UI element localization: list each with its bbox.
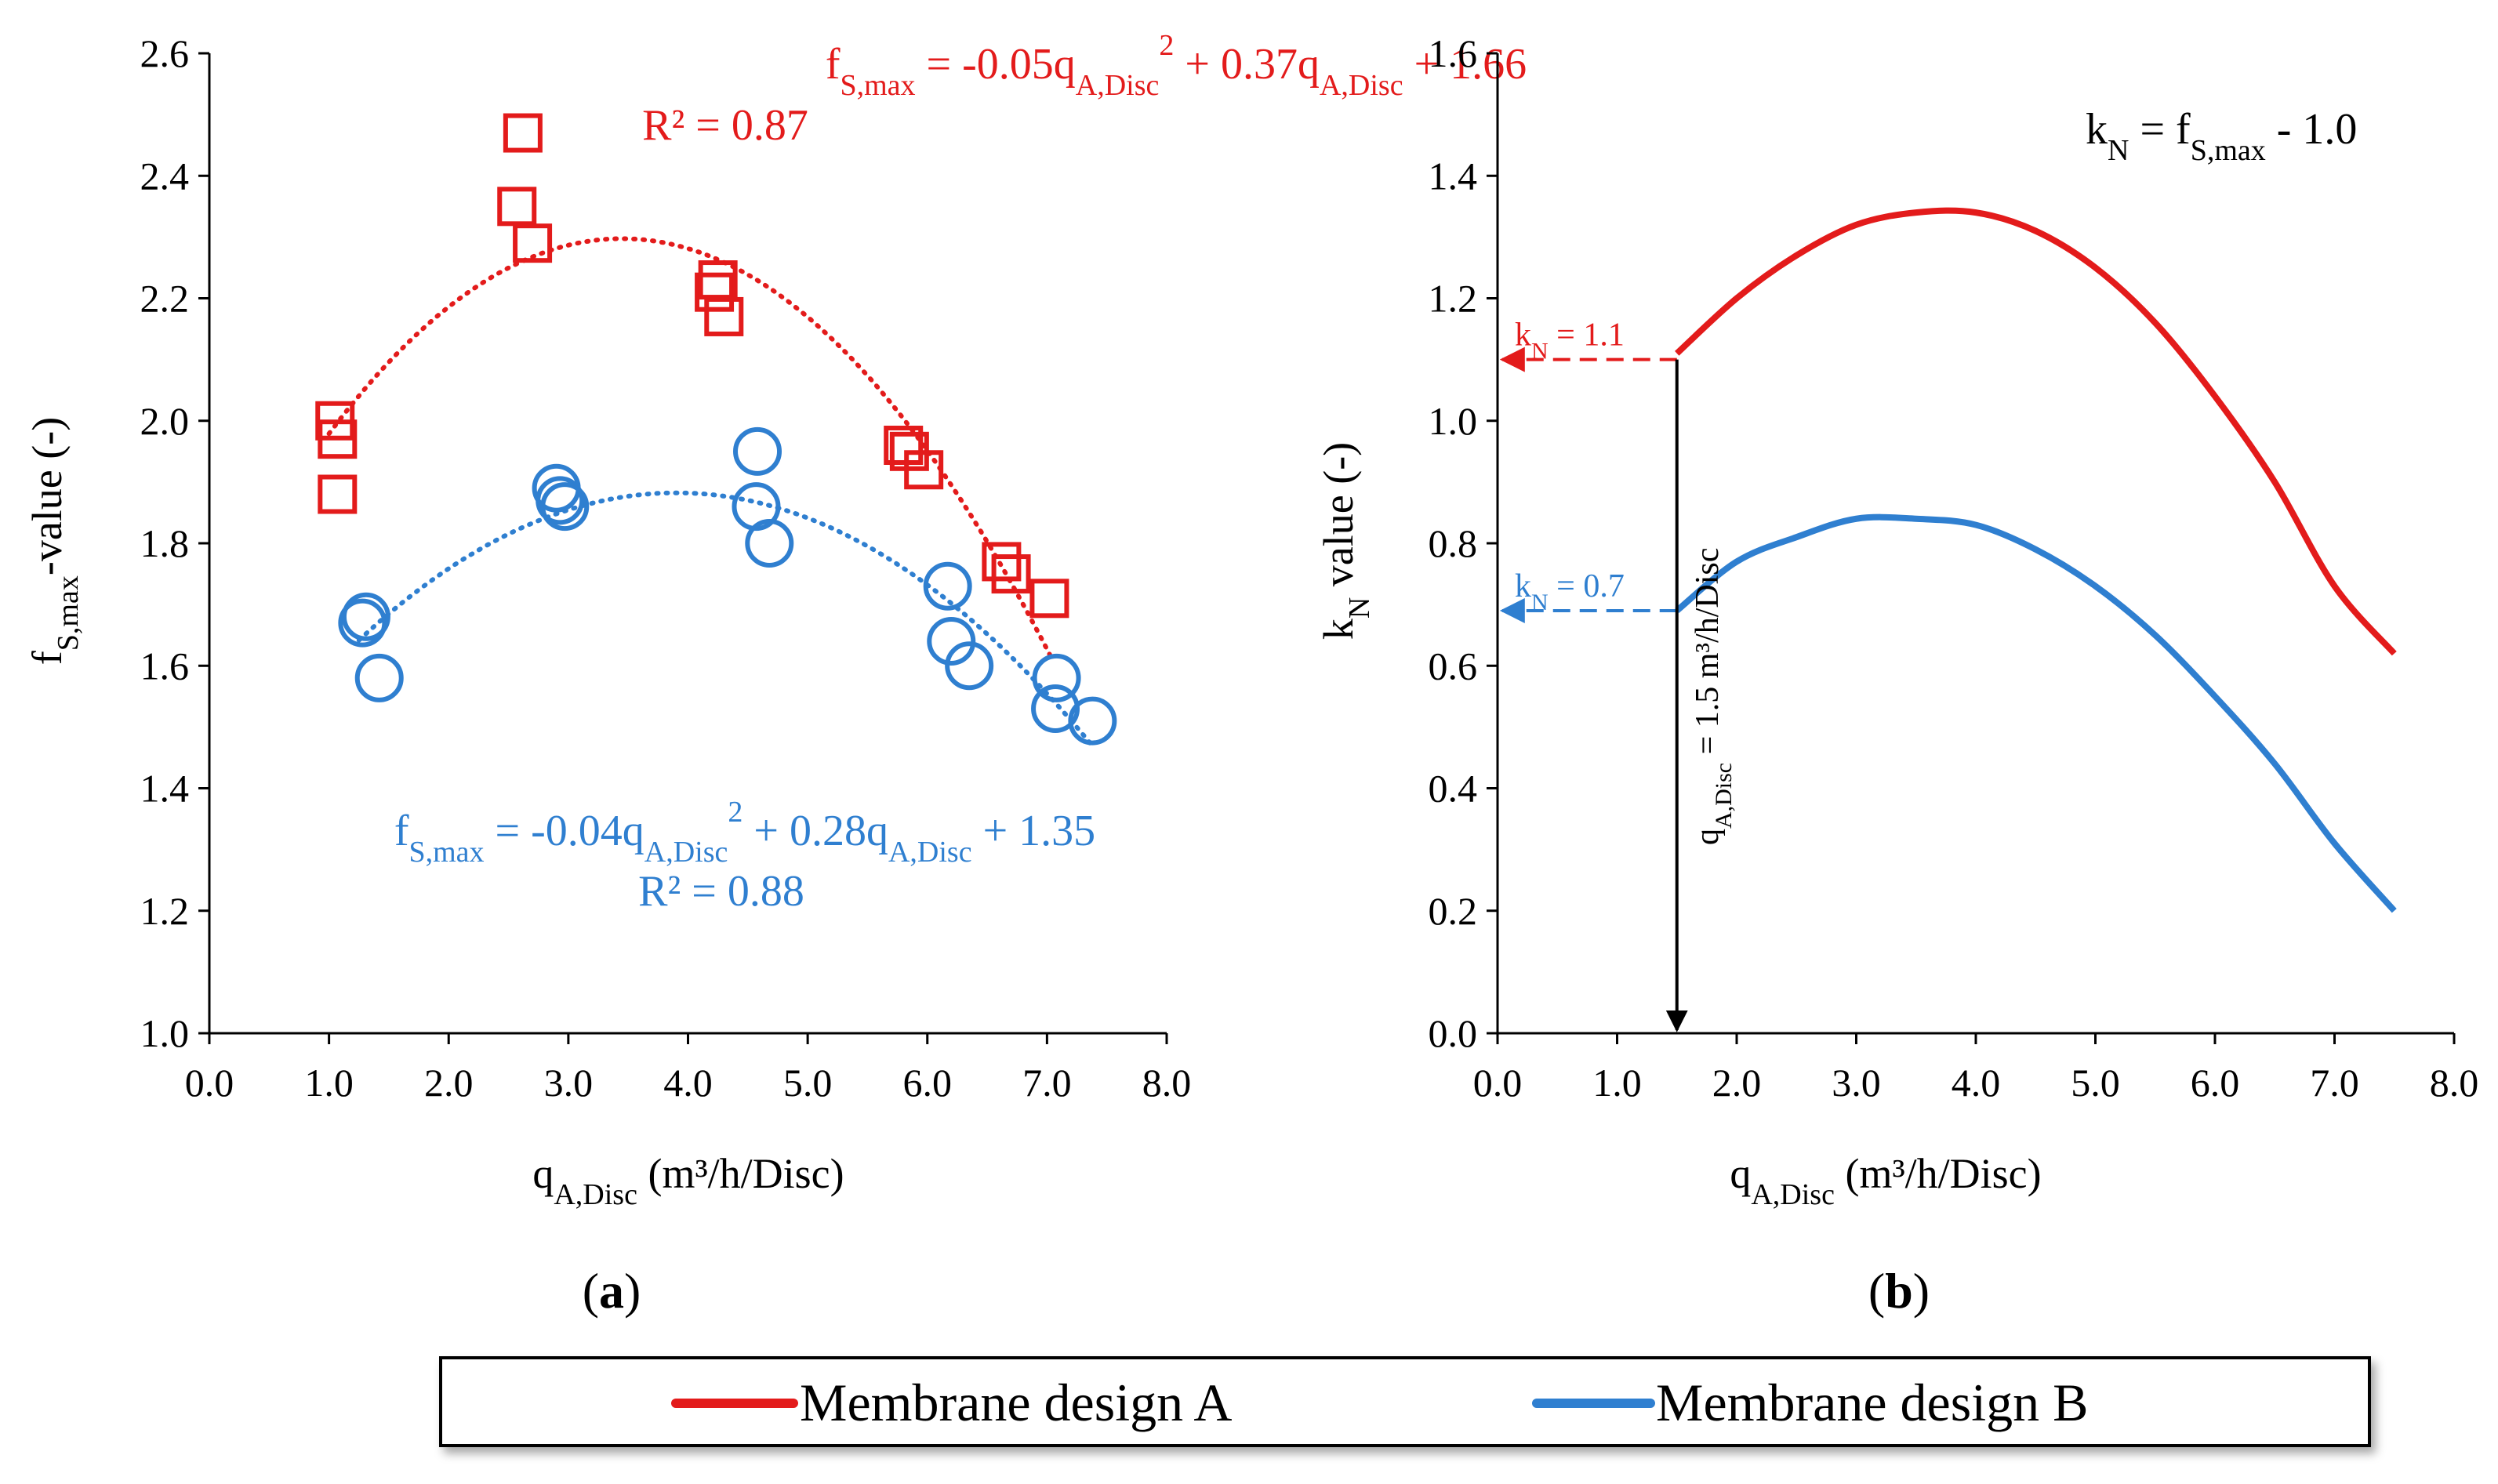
- data-point-b: [927, 617, 976, 666]
- data-point-a: [704, 296, 744, 336]
- panel-a-x-tick-label: 1.0: [304, 1061, 354, 1105]
- data-point-b: [1068, 696, 1117, 746]
- data-point-b: [540, 482, 590, 532]
- panel-a-y-tick-label: 1.4: [140, 767, 190, 811]
- x-axis-title-a: qA,Disc (m³/h/Disc): [532, 1150, 844, 1211]
- trendline-a: [326, 236, 1055, 664]
- panel-a-x-tick-label: 6.0: [903, 1061, 953, 1105]
- panel-label-a: (a): [583, 1263, 641, 1319]
- data-point-b: [1031, 684, 1080, 733]
- panel-b-y-tick-label: 1.2: [1429, 277, 1478, 321]
- chart-panel-a: 1.0 1.2 1.4 1.6 1.8 2.0 2.2 2.4 2.6 0.0 1.0 2.0 3.0 4…: [24, 29, 1527, 1319]
- panel-a-trendlines: [326, 236, 1098, 752]
- panel-b-x-tick-label: 5.0: [2071, 1061, 2120, 1105]
- line-a: [1675, 207, 2397, 656]
- data-point-a: [503, 113, 543, 153]
- panel-b-y-tick-label: 0.8: [1429, 521, 1478, 565]
- line-b: [1675, 513, 2397, 913]
- legend-label-a: Membrane design A: [800, 1373, 1232, 1432]
- panel-a-y-tick-label: 2.0: [140, 399, 190, 443]
- y-axis-title-a: fS,max-value (-): [24, 417, 85, 665]
- x-axis-title-b: qA,Disc (m³/h/Disc): [1730, 1150, 2041, 1211]
- panel-b-y-tick-label: 0.4: [1429, 767, 1478, 811]
- panel-a-y-tick-label: 2.6: [140, 31, 190, 75]
- data-point-a: [991, 554, 1031, 594]
- panel-a-x-tick-label: 7.0: [1022, 1061, 1072, 1105]
- data-point-a: [318, 419, 358, 459]
- panel-b-x-tick-label: 6.0: [2191, 1061, 2240, 1105]
- panel-b-y-tick-label: 0.2: [1429, 889, 1478, 933]
- panel-b-y-tick-label: 0.6: [1429, 644, 1478, 688]
- data-point-a: [695, 272, 735, 312]
- panel-label-b: (b): [1868, 1263, 1930, 1319]
- data-point-a: [904, 450, 944, 490]
- data-point-b: [745, 519, 794, 568]
- panel-a-axes: 1.0 1.2 1.4 1.6 1.8 2.0 2.2 2.4 2.6 0.0 1.0 2.0 3.0 4…: [140, 31, 1192, 1105]
- equation-b: fS,max = -0.04qA,Disc2 + 0.28qA,Disc + 1…: [394, 796, 1095, 869]
- kn-b-label: kN = 0.7: [1515, 568, 1625, 615]
- panel-a-x-tick-label: 5.0: [783, 1061, 833, 1105]
- panel-a-y-tick-label: 2.2: [140, 277, 190, 321]
- legend-label-b: Membrane design B: [1656, 1373, 2088, 1432]
- data-point-b: [923, 561, 972, 611]
- panel-b-x-tick-label: 4.0: [1952, 1061, 2001, 1105]
- panel-b-x-tick-label: 8.0: [2430, 1061, 2479, 1105]
- panel-a-x-tick-label: 3.0: [544, 1061, 594, 1105]
- kn-formula: kN = fS,max - 1.0: [2086, 105, 2357, 167]
- data-point-a: [513, 223, 553, 263]
- panel-b-y-tick-label: 1.4: [1429, 154, 1478, 198]
- panel-a-y-tick-label: 1.6: [140, 644, 190, 688]
- y-axis-title-b: kN value (-): [1315, 442, 1376, 640]
- panel-b-x-tick-label: 2.0: [1712, 1061, 1762, 1105]
- trendline-b: [356, 490, 1098, 752]
- panel-a-x-tick-label: 0.0: [185, 1061, 234, 1105]
- data-point-b: [354, 653, 404, 702]
- data-point-b: [945, 641, 994, 691]
- r2-b: R² = 0.88: [638, 867, 804, 916]
- panel-b-y-tick-label: 1.0: [1429, 399, 1478, 443]
- panel-a-y-tick-label: 1.0: [140, 1011, 190, 1055]
- data-point-a: [497, 187, 537, 227]
- data-point-b: [338, 598, 387, 648]
- panel-a-y-tick-label: 1.2: [140, 889, 190, 933]
- panel-b-axes: 0.0 0.2 0.4 0.6 0.8 1.0 1.2 1.4 1.6 0.0 1.0 2.0 3.0 4…: [1429, 31, 2479, 1105]
- panel-b-y-tick-label: 1.6: [1429, 31, 1478, 75]
- data-point-a: [1029, 579, 1069, 619]
- panel-b-x-tick-label: 7.0: [2310, 1061, 2359, 1105]
- panel-a-x-tick-label: 4.0: [663, 1061, 713, 1105]
- legend: Membrane design A Membrane design B: [439, 1356, 2371, 1447]
- panel-b-lines: [1499, 207, 2397, 1032]
- panel-b-x-tick-label: 3.0: [1832, 1061, 1881, 1105]
- panel-a-markers: [315, 113, 1117, 746]
- data-point-a: [318, 474, 358, 514]
- data-point-a: [884, 426, 924, 465]
- vertical-annotation-label: qA,Disc = 1.5 m³/h/Disc: [1690, 548, 1737, 845]
- kn-a-label: kN = 1.1: [1515, 317, 1625, 365]
- chart-panel-b: 0.0 0.2 0.4 0.6 0.8 1.0 1.2 1.4 1.6 0.0 1.0 2.0 3.0 4…: [1315, 31, 2478, 1319]
- panel-a-y-tick-label: 1.8: [140, 521, 190, 565]
- data-point-b: [536, 476, 585, 525]
- data-point-b: [341, 592, 390, 641]
- r2-a: R² = 0.87: [642, 101, 808, 150]
- equation-a: fS,max = -0.05qA,Disc2 + 0.37qA,Disc + 1…: [826, 29, 1527, 102]
- panel-b-y-tick-label: 0.0: [1429, 1011, 1478, 1055]
- panel-b-x-tick-label: 0.0: [1473, 1061, 1523, 1105]
- panel-b-x-tick-label: 1.0: [1592, 1061, 1642, 1105]
- panel-a-x-tick-label: 2.0: [424, 1061, 474, 1105]
- panel-a-y-tick-label: 2.4: [140, 154, 190, 198]
- panel-a-x-tick-label: 8.0: [1142, 1061, 1192, 1105]
- data-point-b: [733, 426, 782, 476]
- data-point-a: [982, 542, 1022, 582]
- data-point-b: [1032, 653, 1081, 702]
